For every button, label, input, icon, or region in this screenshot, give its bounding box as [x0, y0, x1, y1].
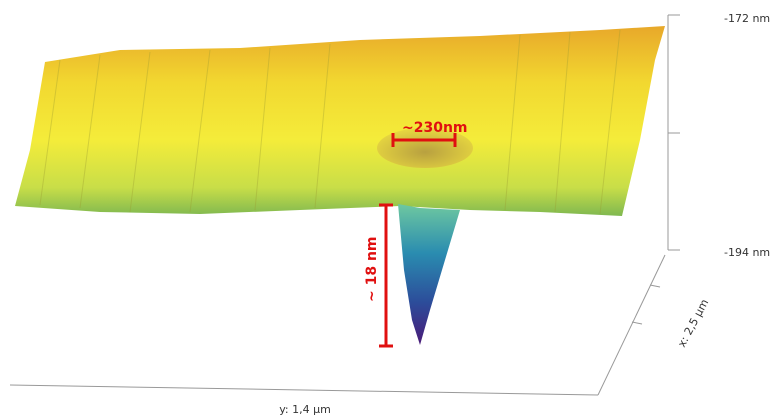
y-axis-label: y: 1,4 µm [279, 403, 331, 416]
pit [398, 204, 460, 345]
depth-marker [379, 203, 393, 348]
depth-annotation: ~ 18 nm [364, 236, 380, 302]
x-axis-label: x: 2,5 µm [675, 297, 711, 349]
bump [377, 128, 473, 168]
z-tick-label: -194 nm [724, 246, 770, 259]
z-tick-label: -172 nm [724, 12, 770, 25]
axes [9, 14, 680, 396]
width-annotation: ~230nm [402, 120, 468, 136]
surface-streaks [39, 29, 621, 215]
surface [15, 26, 665, 216]
width-marker [391, 133, 457, 147]
